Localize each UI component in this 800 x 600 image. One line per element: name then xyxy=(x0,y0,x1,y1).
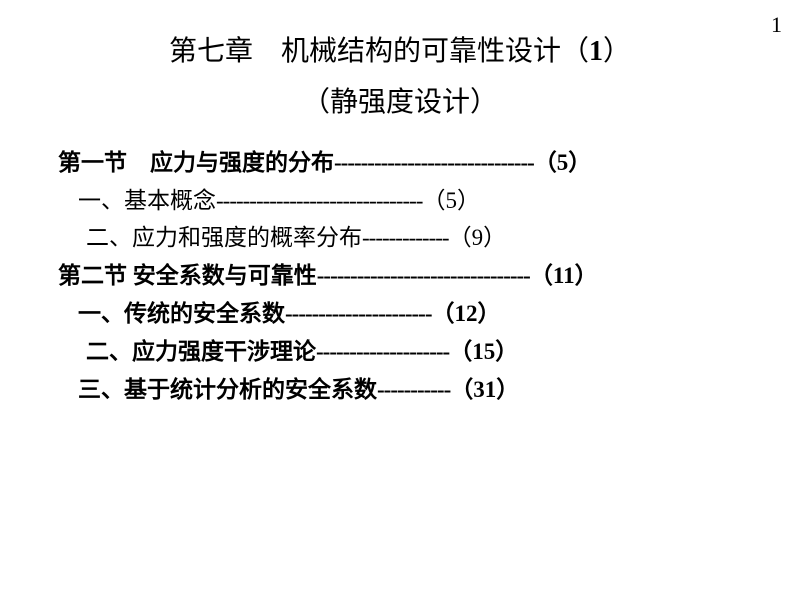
toc-page-wrap: （5） xyxy=(422,188,480,213)
toc-label: 二、应力强度干涉理论 xyxy=(86,339,316,364)
toc-leader: -------------------------------- xyxy=(317,263,530,288)
toc-page-wrap: （9） xyxy=(449,225,507,250)
toc-page-wrap: （15） xyxy=(449,339,518,364)
table-of-contents: 第一节 应力与强度的分布----------------------------… xyxy=(50,144,750,410)
toc-leader: -------------------- xyxy=(316,339,449,364)
toc-leader: ------------------------------- xyxy=(216,188,422,213)
toc-label: 一、基本概念 xyxy=(78,188,216,213)
toc-section: 第一节 应力与强度的分布----------------------------… xyxy=(50,144,750,182)
toc-leader: ----------- xyxy=(377,377,450,402)
toc-label: 二、应力和强度的概率分布 xyxy=(86,225,362,250)
toc-leader: ------------------------------ xyxy=(334,150,534,175)
toc-page: 15 xyxy=(472,339,495,364)
toc-page: 11 xyxy=(553,263,575,288)
toc-page: 31 xyxy=(473,377,496,402)
toc-item: 二、应力和强度的概率分布-------------（9） xyxy=(50,219,750,257)
toc-item: 一、基本概念-------------------------------（5） xyxy=(50,182,750,220)
toc-page: 12 xyxy=(455,301,478,326)
chapter-title-line1: 第七章 机械结构的可靠性设计（1） xyxy=(50,30,750,75)
page-number: 1 xyxy=(771,12,782,38)
toc-page-wrap: （11） xyxy=(530,263,598,288)
toc-label: 三、基于统计分析的安全系数 xyxy=(78,377,377,402)
toc-leader: ---------------------- xyxy=(285,301,432,326)
toc-page-wrap: （12） xyxy=(432,301,501,326)
toc-leader: ------------- xyxy=(362,225,449,250)
toc-label: 第二节 安全系数与可靠性 xyxy=(58,263,317,288)
toc-item: 三、基于统计分析的安全系数-----------（31） xyxy=(50,371,750,409)
document-content: 第七章 机械结构的可靠性设计（1） （静强度设计） 第一节 应力与强度的分布--… xyxy=(0,0,800,409)
title-number: 1 xyxy=(589,36,603,67)
toc-page: 5 xyxy=(557,150,569,175)
toc-page: 9 xyxy=(472,225,484,250)
chapter-title-line2: （静强度设计） xyxy=(50,81,750,126)
title-suffix: ） xyxy=(603,36,631,67)
toc-label: 第一节 应力与强度的分布 xyxy=(58,150,334,175)
toc-page-wrap: （31） xyxy=(450,377,519,402)
toc-item: 二、应力强度干涉理论--------------------（15） xyxy=(50,333,750,371)
toc-section: 第二节 安全系数与可靠性----------------------------… xyxy=(50,257,750,295)
toc-item: 一、传统的安全系数----------------------（12） xyxy=(50,295,750,333)
toc-page-wrap: （5） xyxy=(534,150,592,175)
toc-label: 一、传统的安全系数 xyxy=(78,301,285,326)
title-prefix: 第七章 机械结构的可靠性设计（ xyxy=(169,36,589,67)
toc-page: 5 xyxy=(445,188,457,213)
